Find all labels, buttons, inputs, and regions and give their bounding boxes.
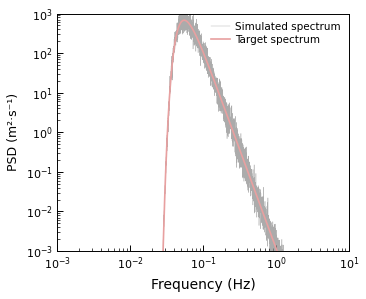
- Target spectrum: [173, 39, 178, 43]
- Target spectrum: [255, 197, 260, 201]
- Simulated spectrum: [266, 222, 271, 225]
- Simulated spectrum: [296, 289, 300, 293]
- Simulated spectrum: [183, 6, 187, 9]
- Target spectrum: [288, 285, 292, 289]
- Target spectrum: [182, 19, 187, 22]
- Simulated spectrum: [183, 11, 187, 15]
- X-axis label: Frequency (Hz): Frequency (Hz): [151, 278, 255, 292]
- Legend: Simulated spectrum, Target spectrum: Simulated spectrum, Target spectrum: [208, 19, 344, 48]
- Line: Simulated spectrum: Simulated spectrum: [149, 7, 349, 299]
- Y-axis label: PSD (m²·s⁻¹): PSD (m²·s⁻¹): [7, 93, 20, 171]
- Target spectrum: [184, 19, 188, 23]
- Simulated spectrum: [277, 256, 281, 260]
- Simulated spectrum: [223, 113, 228, 116]
- Line: Target spectrum: Target spectrum: [57, 20, 349, 299]
- Target spectrum: [283, 271, 287, 274]
